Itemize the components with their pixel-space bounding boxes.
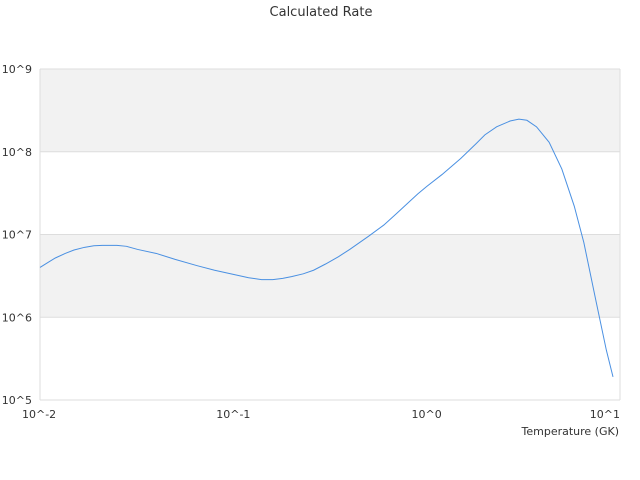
series-layer: [39, 118, 614, 378]
x-tick-label: 10^1: [590, 408, 620, 421]
background-band: [40, 69, 620, 152]
x-axis-label: Temperature (GK): [521, 425, 620, 438]
x-tick-label: 10^-2: [22, 408, 56, 421]
x-axis-ticks: 10^-2 10^-1 10^0 10^1: [22, 408, 620, 421]
y-tick-label: 10^9: [2, 63, 32, 76]
x-tick-label: 10^0: [412, 408, 442, 421]
y-tick-label: 10^6: [2, 311, 32, 324]
x-tick-label: 10^-1: [216, 408, 250, 421]
y-tick-label: 10^8: [2, 146, 32, 159]
y-tick-label: 10^5: [2, 394, 32, 407]
series-line: [39, 118, 614, 378]
y-axis-ticks: 10^5 10^6 10^7 10^8 10^9: [2, 63, 32, 407]
background-bands: [40, 69, 620, 318]
background-band: [40, 234, 620, 318]
chart-title: Calculated Rate: [270, 5, 373, 20]
gridlines: [39, 68, 621, 401]
y-tick-label: 10^7: [2, 229, 32, 242]
